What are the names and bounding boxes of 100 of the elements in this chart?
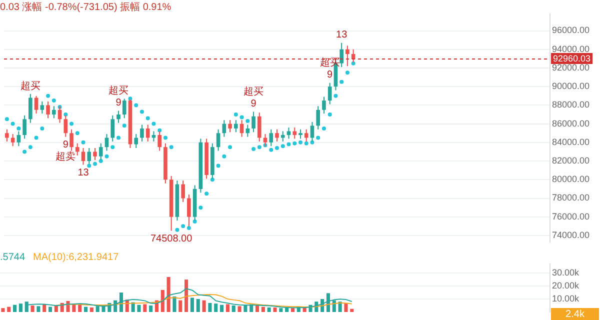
point bbox=[204, 192, 209, 196]
point bbox=[16, 126, 21, 130]
bar bbox=[261, 306, 265, 312]
point bbox=[181, 224, 186, 228]
annotation: 9 bbox=[250, 98, 257, 110]
point bbox=[64, 112, 68, 117]
text: MA(10):6,231.9417 bbox=[33, 252, 120, 263]
bar bbox=[90, 307, 94, 312]
point bbox=[163, 136, 168, 140]
point bbox=[228, 145, 232, 150]
y-tick-label: 88000.00 bbox=[552, 100, 590, 110]
point bbox=[222, 154, 226, 158]
annotation: 9 bbox=[62, 140, 69, 151]
ref-line-label: 92960.03 bbox=[553, 54, 591, 64]
y-tick-label: 94000.00 bbox=[552, 44, 590, 54]
y-tick-label: 20.00k bbox=[552, 280, 580, 291]
point bbox=[334, 94, 338, 98]
bar bbox=[178, 300, 182, 312]
bar bbox=[238, 306, 242, 312]
bar bbox=[255, 306, 260, 312]
point bbox=[34, 136, 38, 140]
point bbox=[98, 159, 103, 164]
point bbox=[345, 70, 350, 75]
y-tick-label: 90000.00 bbox=[552, 81, 590, 92]
point bbox=[210, 178, 214, 182]
point bbox=[198, 206, 203, 210]
point bbox=[304, 141, 308, 146]
bar bbox=[18, 304, 22, 312]
annotation: 超买 bbox=[108, 84, 128, 97]
bar bbox=[344, 304, 348, 312]
bar bbox=[54, 306, 58, 312]
point bbox=[152, 122, 156, 126]
point bbox=[234, 112, 238, 117]
bar bbox=[137, 304, 141, 312]
bar bbox=[226, 304, 230, 312]
point bbox=[4, 117, 9, 122]
point bbox=[328, 112, 332, 117]
point bbox=[275, 146, 279, 150]
point bbox=[116, 136, 120, 140]
text: 2.4k bbox=[566, 308, 586, 320]
point bbox=[246, 119, 250, 124]
point bbox=[257, 145, 262, 150]
bar bbox=[290, 308, 295, 312]
point bbox=[75, 131, 80, 136]
bar bbox=[42, 304, 46, 312]
text: .5744 bbox=[0, 252, 26, 263]
point bbox=[316, 136, 320, 140]
point bbox=[292, 141, 297, 146]
annotation: 超买 bbox=[20, 80, 40, 92]
y-tick-label: 74000.00 bbox=[552, 230, 590, 240]
point bbox=[81, 140, 86, 144]
chart-title: 0.03 涨幅 -0.78%(-731.05) 振幅 0.91% bbox=[0, 0, 172, 13]
annotation: 超买 bbox=[244, 85, 264, 98]
point bbox=[104, 154, 109, 158]
bar bbox=[160, 290, 164, 312]
annotation: 9 bbox=[116, 98, 122, 109]
y-tick-label: 92000.00 bbox=[552, 62, 590, 72]
y-tick-label: 78000.00 bbox=[552, 192, 590, 203]
bar bbox=[30, 306, 34, 312]
y-tick-label: 86000.00 bbox=[552, 118, 590, 128]
point bbox=[134, 103, 138, 108]
point bbox=[169, 145, 174, 150]
point bbox=[93, 162, 97, 166]
y-tick-label: 30.00k bbox=[552, 268, 580, 278]
point bbox=[122, 124, 126, 128]
bar bbox=[214, 304, 218, 312]
point bbox=[175, 228, 180, 232]
y-tick-label: 10.00k bbox=[552, 294, 580, 304]
bar bbox=[350, 308, 354, 312]
bar bbox=[208, 302, 212, 312]
point bbox=[52, 98, 56, 103]
bar bbox=[7, 306, 11, 312]
bar bbox=[78, 304, 82, 312]
point bbox=[280, 144, 285, 148]
bar bbox=[190, 298, 194, 312]
bar bbox=[1, 308, 5, 312]
point bbox=[186, 226, 191, 230]
point bbox=[146, 116, 150, 120]
bar bbox=[13, 304, 17, 312]
annotation: 超卖 bbox=[56, 150, 76, 163]
bar bbox=[84, 306, 88, 312]
point bbox=[216, 164, 220, 168]
point bbox=[28, 145, 32, 150]
point bbox=[286, 142, 291, 146]
point bbox=[46, 94, 50, 98]
point bbox=[269, 148, 274, 152]
point bbox=[22, 150, 27, 154]
annotation: 13 bbox=[336, 30, 348, 41]
bar bbox=[202, 300, 206, 312]
bar bbox=[220, 304, 224, 312]
point bbox=[70, 122, 74, 126]
point bbox=[192, 220, 197, 224]
point bbox=[10, 122, 15, 126]
point bbox=[110, 145, 115, 150]
bar bbox=[273, 307, 277, 312]
point bbox=[40, 126, 44, 130]
bar bbox=[143, 304, 147, 312]
y-tick-label: 96000.00 bbox=[552, 25, 590, 36]
point bbox=[322, 126, 326, 130]
annotation: 13 bbox=[78, 168, 90, 179]
